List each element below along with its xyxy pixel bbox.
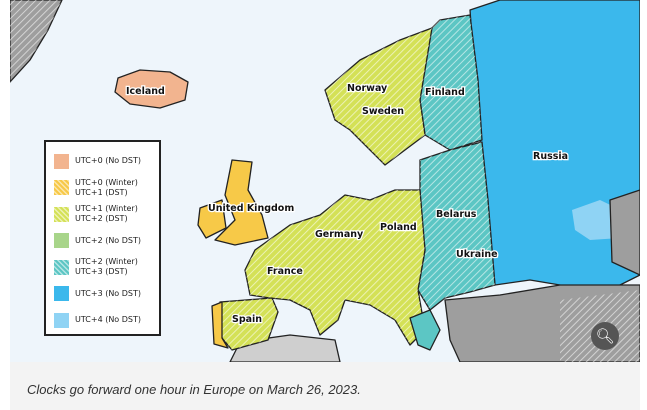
- label-belarus: Belarus: [436, 209, 477, 220]
- uk-region: [214, 159, 269, 246]
- legend-label-line: UTC+2 (No DST): [75, 235, 141, 245]
- legend-item: UTC+2 (No DST): [54, 228, 159, 255]
- legend-label-line: UTC+1 (DST): [75, 187, 128, 197]
- label-uk: United Kingdom: [208, 203, 294, 214]
- legend-item: UTC+2 (Winter) UTC+3 (DST): [54, 254, 159, 281]
- legend-swatch: [54, 233, 69, 249]
- legend-swatch: [54, 153, 69, 169]
- zoom-in-icon: 🔍︎: [595, 327, 615, 345]
- iceland-region: [114, 69, 189, 109]
- legend-item: UTC+4 (No DST): [54, 307, 159, 334]
- legend-label: UTC+0 (Winter) UTC+1 (DST): [75, 178, 138, 198]
- legend-item: UTC+1 (Winter) UTC+2 (DST): [54, 201, 159, 228]
- legend-label: UTC+3 (No DST): [75, 289, 141, 299]
- legend-label-line: UTC+3 (DST): [75, 267, 128, 277]
- label-poland: Poland: [380, 222, 417, 233]
- legend-label-line: UTC+0 (No DST): [75, 156, 141, 166]
- map-legend: UTC+0 (No DST) UTC+0 (Winter) UTC+1 (DST) U…: [44, 140, 161, 336]
- label-germany: Germany: [315, 229, 364, 240]
- label-sweden: Sweden: [362, 106, 404, 117]
- legend-label-line: UTC+1 (Winter): [75, 204, 138, 214]
- europe-timezone-map: Iceland Norway Sweden Finland Russia Uni…: [10, 0, 640, 362]
- legend-label: UTC+4 (No DST): [75, 315, 141, 325]
- legend-label-line: UTC+4 (No DST): [75, 315, 141, 325]
- ireland-region: [197, 199, 227, 239]
- legend-label-line: UTC+3 (No DST): [75, 288, 141, 298]
- caption-text: Clocks go forward one hour in Europe on …: [27, 382, 361, 397]
- label-spain: Spain: [232, 314, 262, 325]
- zoom-in-button[interactable]: 🔍︎: [591, 322, 619, 350]
- legend-swatch: [54, 180, 69, 196]
- label-finland: Finland: [425, 87, 465, 98]
- legend-label: UTC+2 (Winter) UTC+3 (DST): [75, 257, 138, 277]
- caption-bar: Clocks go forward one hour in Europe on …: [10, 362, 640, 410]
- legend-label: UTC+0 (No DST): [75, 156, 141, 166]
- legend-label-line: UTC+2 (Winter): [75, 257, 138, 267]
- legend-item: UTC+0 (No DST): [54, 148, 159, 175]
- label-iceland: Iceland: [126, 86, 165, 97]
- greece-region: [409, 309, 441, 351]
- legend-item: UTC+0 (Winter) UTC+1 (DST): [54, 175, 159, 202]
- legend-swatch: [54, 206, 69, 222]
- legend-label: UTC+2 (No DST): [75, 236, 141, 246]
- label-norway: Norway: [347, 83, 388, 94]
- legend-label-line: UTC+2 (DST): [75, 214, 128, 224]
- kazakhstan-region: [609, 189, 640, 276]
- legend-label: UTC+1 (Winter) UTC+2 (DST): [75, 204, 138, 224]
- legend-swatch: [54, 286, 69, 302]
- legend-swatch: [54, 259, 69, 275]
- label-russia: Russia: [533, 151, 568, 162]
- label-france: France: [267, 266, 303, 277]
- legend-swatch: [54, 312, 69, 328]
- legend-item: UTC+3 (No DST): [54, 281, 159, 308]
- label-ukraine: Ukraine: [456, 249, 498, 260]
- legend-label-line: UTC+0 (Winter): [75, 177, 138, 187]
- portugal-region: [211, 301, 229, 349]
